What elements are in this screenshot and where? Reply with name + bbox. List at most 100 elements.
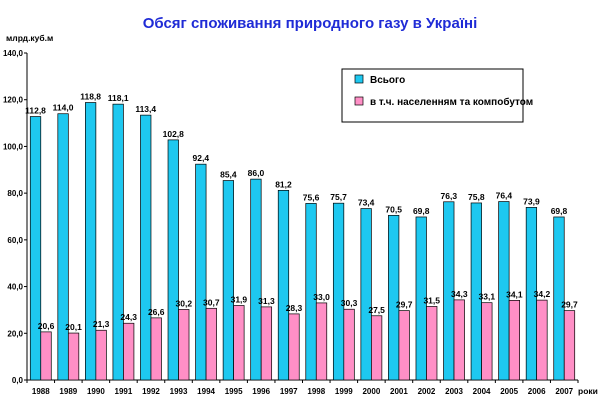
data-label-households: 31,9 [231,294,248,304]
bar-households [40,331,52,381]
data-label-total: 75,8 [468,192,485,202]
bar-households [288,313,300,381]
data-label-households: 34,2 [534,289,551,299]
x-tick-label: 1998 [307,387,325,396]
data-label-total: 118,1 [108,93,129,103]
bar-households [398,310,410,381]
bar-total [470,202,482,381]
bar-total [525,207,538,381]
data-label-total: 75,6 [303,192,320,202]
data-label-total: 70,5 [385,204,402,214]
bar-households [178,309,190,381]
bar-total [250,178,262,381]
x-tick-label: 2000 [362,387,380,396]
axes: 0,0 20,0 40,0 60,0 80,0 100,0 120,0 140,0 1988 19… [3,49,579,396]
data-label-households: 34,3 [451,289,468,299]
x-tick-label: 1994 [197,387,215,396]
x-tick-label: 1997 [280,387,298,396]
y-tick-label: 140,0 [3,49,24,58]
bar-total [332,202,345,381]
x-tick-label: 1990 [87,387,105,396]
data-label-households: 34,1 [506,289,523,299]
data-label-households: 27,5 [368,305,385,315]
bar-total [498,201,510,381]
data-label-total: 102,8 [163,129,185,139]
data-label-total: 112,8 [25,106,46,116]
x-tick-label: 2004 [473,387,491,396]
bar-total [167,139,179,381]
data-label-households: 30,2 [176,298,193,308]
data-label-households: 26,6 [148,307,165,317]
data-label-total: 76,3 [441,191,458,201]
bar-total [305,203,317,381]
bar-total [57,113,69,381]
data-label-total: 118,8 [80,92,101,102]
data-label-households: 21,3 [93,319,110,329]
y-tick-label: 0,0 [12,376,24,385]
x-axis-label: роки [578,386,598,396]
data-label-households: 24,3 [120,312,137,322]
x-tick-label: 1995 [225,387,243,396]
data-label-total: 73,9 [523,196,540,206]
y-tick-label: 80,0 [7,189,23,198]
y-tick-label: 20,0 [7,329,23,338]
legend: Всього в т.ч. населенням та компобутом [341,68,533,123]
x-tick-label: 1992 [142,387,160,396]
data-label-total: 76,4 [496,191,513,201]
bar-households [343,308,355,381]
bar-total [195,163,207,381]
legend-label-total: Всього [370,75,405,86]
bar-households [205,307,217,381]
data-label-total: 114,0 [53,103,74,113]
bar-households [481,302,493,381]
data-label-total: 113,4 [135,104,156,114]
data-label-households: 20,1 [65,322,82,332]
bar-total [415,216,427,381]
bar-total [222,180,234,381]
bar-total [443,201,455,381]
x-tick-label: 1989 [59,387,77,396]
bar-total [360,208,372,381]
data-label-households: 20,6 [38,321,55,331]
data-label-households: 31,3 [258,296,275,306]
bar-households [233,305,245,381]
data-label-total: 85,4 [220,170,237,180]
legend-label-households: в т.ч. населенням та компобутом [370,96,533,108]
data-label-total: 75,7 [330,192,347,202]
y-tick-label: 120,0 [3,96,24,105]
bar-total [553,216,565,381]
y-tick-label: 60,0 [7,236,23,245]
data-label-households: 29,7 [396,300,413,310]
bar-total [388,214,400,381]
data-label-households: 30,7 [203,297,220,307]
bar-households [315,302,328,381]
bar-households [260,306,273,381]
x-tick-label: 2001 [390,387,408,396]
x-tick-label: 2002 [418,387,436,396]
data-label-households: 28,3 [286,303,303,313]
bar-total [277,189,290,381]
x-tick-label: 1993 [170,387,188,396]
bar-households [67,332,80,381]
bar-households [426,306,438,381]
x-tick-label: 2005 [500,387,518,396]
x-tick-label: 1991 [115,387,133,396]
data-label-total: 69,8 [413,206,430,216]
bar-total [140,114,152,381]
data-label-households: 31,5 [423,295,440,305]
data-label-households: 30,3 [341,298,358,308]
x-tick-label: 2006 [528,387,546,396]
data-label-households: 33,0 [313,292,330,302]
bar-households [95,329,107,381]
data-label-total: 69,8 [551,206,568,216]
legend-box [341,68,524,123]
data-label-total: 81,2 [275,179,292,189]
bar-total [112,103,124,381]
bar-households [508,300,520,381]
bar-households [453,299,465,381]
y-axis-label: млрд.куб.м [6,33,53,43]
x-tick-label: 1988 [32,387,50,396]
data-label-total: 92,4 [193,153,210,163]
bars: 112,8 114,0 118,8 118,1 113,4 102,8 92,4 85,4 86… [25,92,578,381]
